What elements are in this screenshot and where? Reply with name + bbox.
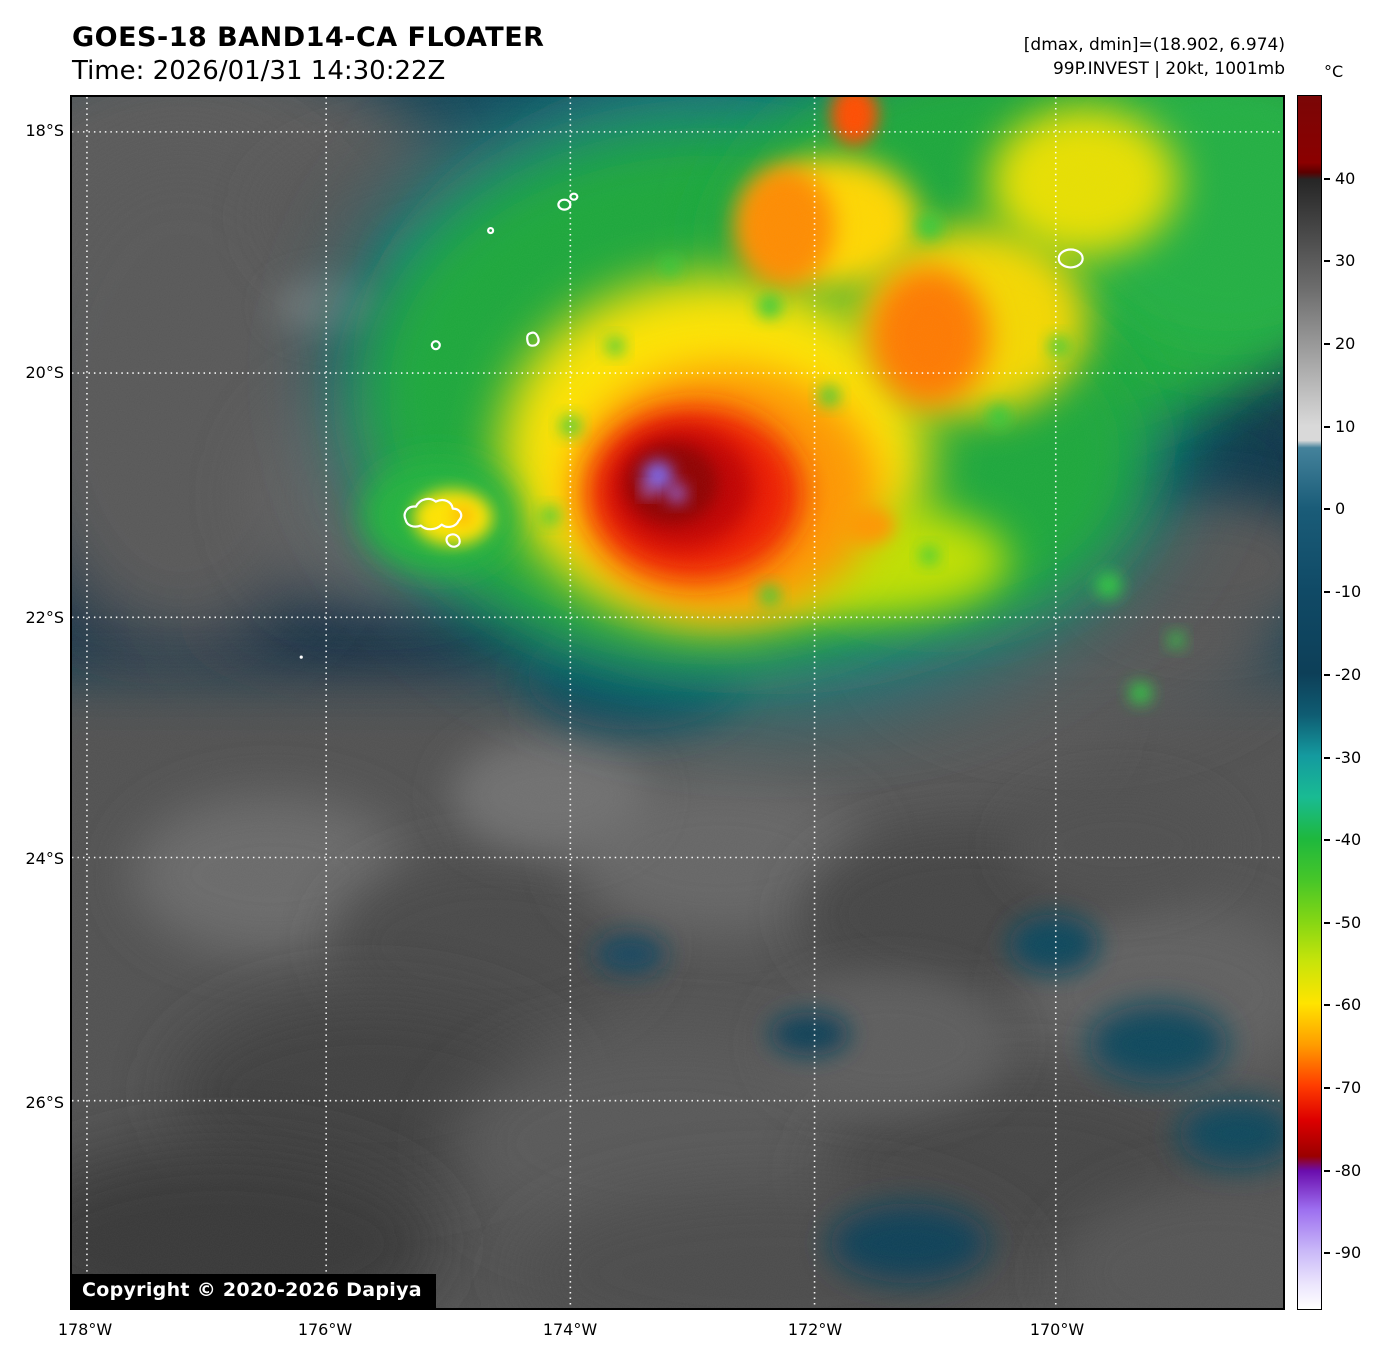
graticule-grid [72, 97, 1283, 1308]
satellite-map: Copyright © 2020-2026 Dapiya [70, 95, 1285, 1310]
colorbar-tick-n20: -20 [1323, 665, 1361, 684]
timestamp-label: Time: 2026/01/31 14:30:22Z [72, 56, 446, 86]
colorbar-tick-n30: -30 [1323, 748, 1361, 767]
colorbar-tick-0: 0 [1323, 499, 1345, 518]
lat-label-18s: 18°S [25, 121, 64, 140]
colorbar-tick-n10: -10 [1323, 582, 1361, 601]
lon-label-178w: 178°W [57, 1320, 113, 1339]
colorbar-tick-20: 20 [1323, 334, 1355, 353]
colorbar-tick-30: 30 [1323, 251, 1355, 270]
colorbar-tick-n80: -80 [1323, 1161, 1361, 1180]
page-title: GOES-18 BAND14-CA FLOATER [72, 22, 545, 53]
colorbar-tick-n40: -40 [1323, 830, 1361, 849]
header-info-block: [dmax, dmin]=(18.902, 6.974) 99P.INVEST … [1024, 33, 1285, 81]
colorbar-tick-n50: -50 [1323, 913, 1361, 932]
satellite-image [72, 97, 1283, 1308]
colorbar-tick-40: 40 [1323, 169, 1355, 188]
colorbar-gradient [1297, 95, 1322, 1310]
dmax-dmin-readout: [dmax, dmin]=(18.902, 6.974) [1023, 35, 1285, 55]
colorbar-unit-label: °C [1324, 62, 1344, 81]
colorbar-tick-10: 10 [1323, 417, 1355, 436]
lat-label-26s: 26°S [25, 1093, 64, 1112]
lon-label-172w: 172°W [787, 1320, 843, 1339]
copyright-badge: Copyright © 2020-2026 Dapiya [72, 1274, 436, 1308]
lon-label-176w: 176°W [297, 1320, 353, 1339]
colorbar-tick-n60: -60 [1323, 995, 1361, 1014]
lat-label-22s: 22°S [25, 608, 64, 627]
image-grain [72, 97, 1283, 1308]
storm-info-readout: 99P.INVEST | 20kt, 1001mb [1052, 59, 1285, 79]
colorbar-tick-n90: -90 [1323, 1243, 1361, 1262]
lon-label-170w: 170°W [1029, 1320, 1085, 1339]
lon-label-174w: 174°W [542, 1320, 598, 1339]
coastline-overlay [299, 192, 1084, 659]
lat-label-24s: 24°S [25, 849, 64, 868]
lat-label-20s: 20°S [25, 363, 64, 382]
colorbar-tick-n70: -70 [1323, 1078, 1361, 1097]
